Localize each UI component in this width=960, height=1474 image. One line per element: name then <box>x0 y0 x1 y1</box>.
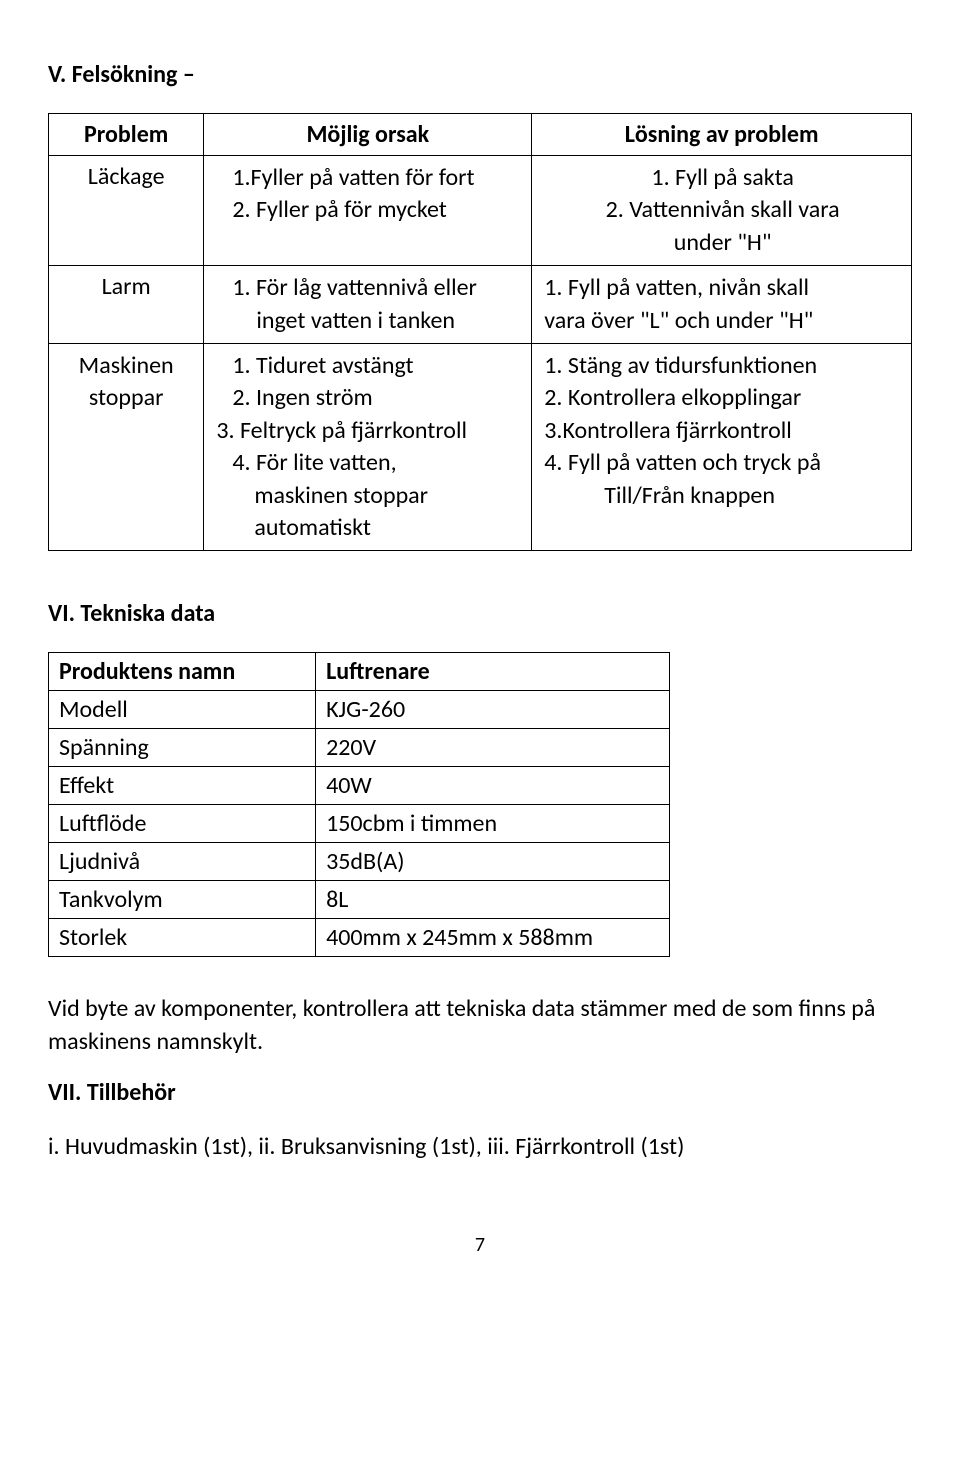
th-cause: Möjlig orsak <box>204 114 532 156</box>
table-row: ModellKJG-260 <box>49 691 670 729</box>
line: inget vatten i tanken <box>232 305 521 337</box>
section7-title: VII. Tillbehör <box>48 1078 912 1107</box>
line: 2. Vattennivån skall vara <box>544 194 901 226</box>
spec-value: KJG-260 <box>316 691 670 729</box>
table-row: Produktens namnLuftrenare <box>49 653 670 691</box>
cell-problem: Läckage <box>49 156 204 266</box>
section7-text: i. Huvudmaskin (1st), ii. Bruksanvisning… <box>48 1131 912 1163</box>
spec-value: 8L <box>316 881 670 919</box>
cell-problem: Maskinen stoppar <box>49 343 204 550</box>
line: 1.Fyller på vatten för fort <box>232 162 521 194</box>
note-text: Vid byte av komponenter, kontrollera att… <box>48 993 912 1058</box>
line: 1. Tiduret avstängt <box>232 350 521 382</box>
table-row: Effekt40W <box>49 767 670 805</box>
spec-key: Spänning <box>49 729 316 767</box>
table-row: Larm 1. För låg vattennivå eller inget v… <box>49 266 912 344</box>
cell-cause: 1. För låg vattennivå eller inget vatten… <box>204 266 532 344</box>
line: automatiskt <box>232 512 521 544</box>
table-row: Maskinen stoppar 1. Tiduret avstängt 2. … <box>49 343 912 550</box>
line: 1. Fyll på vatten, nivån skall <box>544 272 901 304</box>
cell-problem: Larm <box>49 266 204 344</box>
table-row: Problem Möjlig orsak Lösning av problem <box>49 114 912 156</box>
line: stoppar <box>59 382 193 414</box>
spec-value: 400mm x 245mm x 588mm <box>316 919 670 957</box>
page-number: 7 <box>48 1233 912 1257</box>
spec-value: 40W <box>316 767 670 805</box>
line: vara över "L" och under "H" <box>544 305 901 337</box>
cell-solution: 1. Fyll på sakta 2. Vattennivån skall va… <box>532 156 912 266</box>
spec-key: Luftflöde <box>49 805 316 843</box>
line: 1. Fyll på sakta <box>544 162 901 194</box>
line: 2. Fyller på för mycket <box>232 194 521 226</box>
spec-key: Ljudnivå <box>49 843 316 881</box>
table-row: Luftflöde150cbm i timmen <box>49 805 670 843</box>
spec-value: 220V <box>316 729 670 767</box>
line: 1. Stäng av tidursfunktionen <box>544 350 901 382</box>
spec-key: Effekt <box>49 767 316 805</box>
spec-key: Storlek <box>49 919 316 957</box>
line: maskinen stoppar <box>232 480 521 512</box>
table-row: Spänning220V <box>49 729 670 767</box>
cell-cause: 1. Tiduret avstängt 2. Ingen ström 3. Fe… <box>204 343 532 550</box>
cell-solution: 1. Stäng av tidursfunktionen 2. Kontroll… <box>532 343 912 550</box>
spec-key: Produktens namn <box>49 653 316 691</box>
section5-title: V. Felsökning – <box>48 60 912 89</box>
spec-value: 150cbm i timmen <box>316 805 670 843</box>
table-row: Ljudnivå35dB(A) <box>49 843 670 881</box>
spec-key: Modell <box>49 691 316 729</box>
line: Till/Från knappen <box>544 480 901 512</box>
specs-table: Produktens namnLuftrenareModellKJG-260Sp… <box>48 652 670 957</box>
spec-key: Tankvolym <box>49 881 316 919</box>
table-row: Storlek400mm x 245mm x 588mm <box>49 919 670 957</box>
cell-solution: 1. Fyll på vatten, nivån skall vara över… <box>532 266 912 344</box>
line: 4. För lite vatten, <box>232 447 521 479</box>
line: Maskinen <box>59 350 193 382</box>
line: under "H" <box>544 227 901 259</box>
th-solution: Lösning av problem <box>532 114 912 156</box>
line: 4. Fyll på vatten och tryck på <box>544 447 901 479</box>
spec-value: Luftrenare <box>316 653 670 691</box>
table-row: Tankvolym8L <box>49 881 670 919</box>
line: 2. Ingen ström <box>232 382 521 414</box>
line: 3. Feltryck på fjärrkontroll <box>216 415 521 447</box>
line: 3.Kontrollera fjärrkontroll <box>544 415 901 447</box>
cell-cause: 1.Fyller på vatten för fort 2. Fyller på… <box>204 156 532 266</box>
table-row: Läckage 1.Fyller på vatten för fort 2. F… <box>49 156 912 266</box>
line: 1. För låg vattennivå eller <box>232 272 521 304</box>
th-problem: Problem <box>49 114 204 156</box>
line: 2. Kontrollera elkopplingar <box>544 382 901 414</box>
spec-value: 35dB(A) <box>316 843 670 881</box>
section6-title: VI. Tekniska data <box>48 599 912 628</box>
troubleshoot-table: Problem Möjlig orsak Lösning av problem … <box>48 113 912 551</box>
